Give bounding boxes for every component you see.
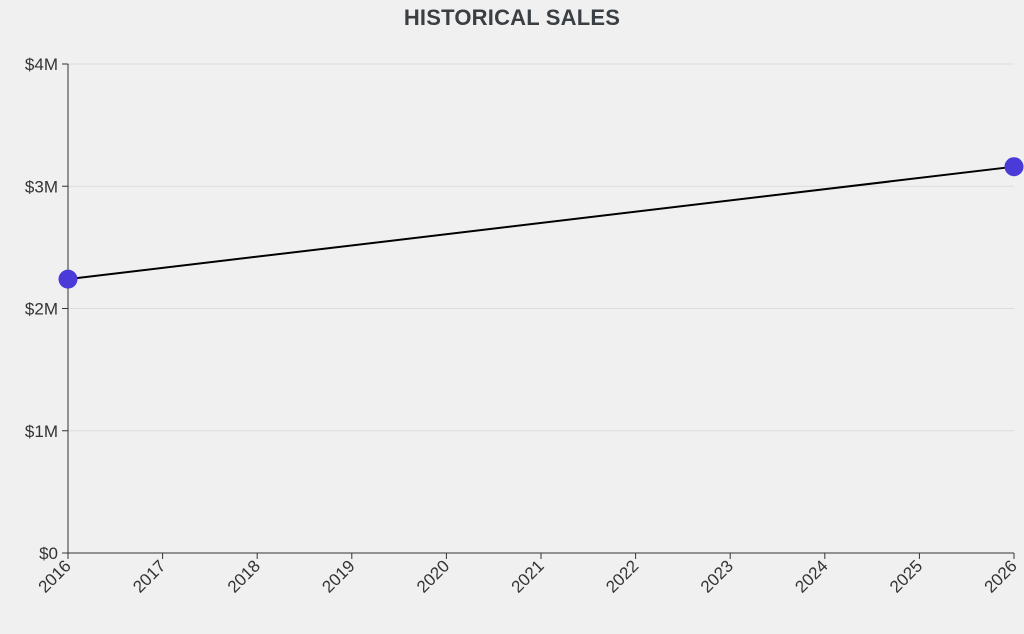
data-point <box>1004 157 1024 177</box>
y-tick-label: $1M <box>25 422 58 441</box>
x-tick-label: 2017 <box>129 556 169 596</box>
data-point <box>58 269 78 289</box>
y-tick-label: $2M <box>25 300 58 319</box>
x-tick-label: 2021 <box>508 556 548 596</box>
y-tick-label: $3M <box>25 177 58 196</box>
y-tick-label: $4M <box>25 55 58 74</box>
x-tick-label: 2024 <box>791 556 831 596</box>
x-tick-label: 2018 <box>224 556 264 596</box>
chart-title: HISTORICAL SALES <box>403 5 621 30</box>
x-tick-label: 2020 <box>413 556 453 596</box>
x-tick-label: 2026 <box>981 556 1021 596</box>
series-line <box>67 165 1015 281</box>
x-tick-label: 2025 <box>886 556 926 596</box>
x-tick-label: 2022 <box>602 556 642 596</box>
x-tick-label: 2023 <box>697 556 737 596</box>
y-tick-label: $0 <box>39 544 58 563</box>
x-tick-label: 2019 <box>318 556 358 596</box>
